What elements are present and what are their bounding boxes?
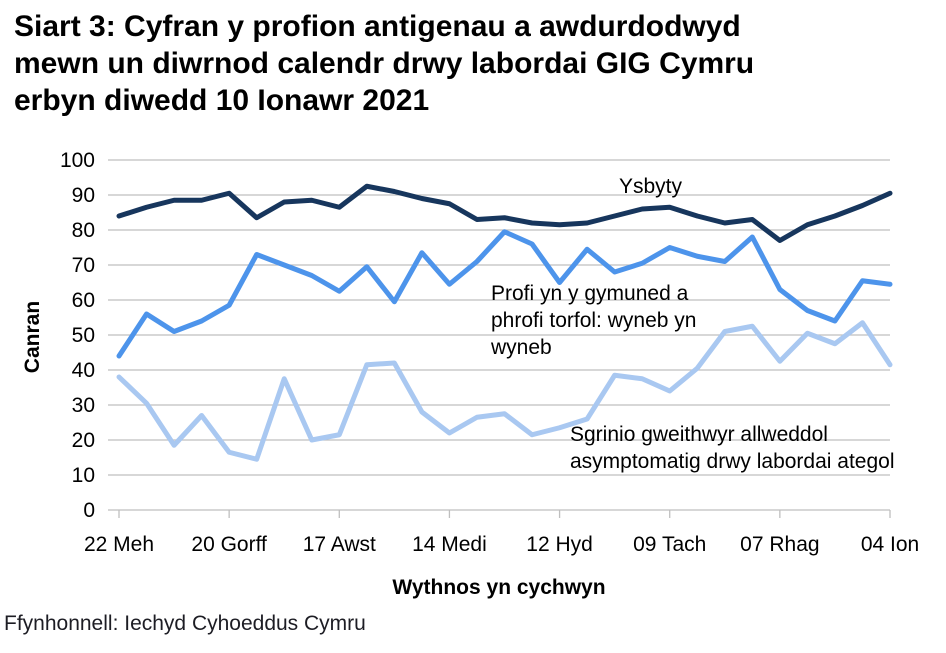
chart-title: Siart 3: Cyfran y profion antigenau a aw… <box>14 8 914 119</box>
x-tick-label: 17 Awst <box>303 533 376 556</box>
y-tick-label: 40 <box>72 359 95 382</box>
x-tick-label: 07 Rhag <box>740 533 819 556</box>
series-line-sgrinio <box>116 320 893 462</box>
series-line-profi <box>116 229 893 359</box>
y-tick-label: 0 <box>83 499 95 522</box>
y-axis-title: Canran <box>21 300 44 374</box>
series-label-ysbyty: Ysbyty <box>619 175 683 198</box>
source-attribution: Ffynhonnell: Iechyd Cyhoeddus Cymru <box>4 612 366 635</box>
x-tick-label: 09 Tach <box>633 533 706 556</box>
y-tick-label: 60 <box>72 289 95 312</box>
x-tick-label: 12 Hyd <box>526 533 593 556</box>
series-label-sgrinio: Sgrinio gweithwyr allweddol asymptomatig… <box>570 423 895 473</box>
y-tick-label: 10 <box>72 464 95 487</box>
y-tick-label: 90 <box>72 184 95 207</box>
y-tick-label: 80 <box>72 219 95 242</box>
x-tick-label: 04 Ion <box>861 533 919 556</box>
series-line-ysbyty <box>116 183 893 243</box>
chart-title-line: mewn un diwrnod calendr drwy labordai GI… <box>14 47 755 80</box>
x-tick-label: 14 Medi <box>412 533 487 556</box>
x-tick-label: 20 Gorff <box>191 533 267 556</box>
x-axis-title: Wythnos yn cychwyn <box>392 576 606 599</box>
chart-title-line: Siart 3: Cyfran y profion antigenau a aw… <box>14 10 741 43</box>
y-tick-label: 20 <box>72 429 95 452</box>
y-tick-label: 30 <box>72 394 95 417</box>
y-tick-label: 100 <box>60 149 95 172</box>
series-label-profi: Profi yn y gymuned a phrofi torfol: wyne… <box>491 282 697 359</box>
y-tick-label: 70 <box>72 254 95 277</box>
x-tick-label: 22 Meh <box>84 533 154 556</box>
chart-title-line: erbyn diwedd 10 Ionawr 2021 <box>14 84 430 117</box>
y-tick-label: 50 <box>72 324 95 347</box>
